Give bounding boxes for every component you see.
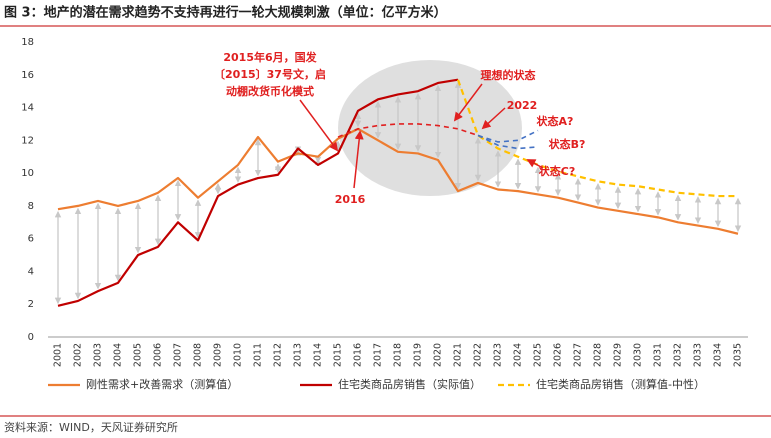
x-tick-label: 2033 [693, 343, 704, 367]
chart-title: 图 3：地产的潜在需求趋势不支持再进行一轮大规模刺激（单位：亿平方米） [4, 5, 447, 21]
series-line [57, 127, 739, 235]
annotation: 2015年6月，国发 [223, 50, 317, 64]
x-tick-label: 2032 [673, 343, 684, 367]
x-tick-label: 2019 [413, 343, 424, 367]
y-tick-label: 8 [28, 201, 34, 212]
x-tick-label: 2035 [733, 343, 744, 367]
annotation: 〔2015〕37号文，启 [214, 67, 326, 81]
x-tick-label: 2012 [273, 343, 284, 367]
annotation-arrow [453, 83, 483, 122]
x-tick-label: 2015 [333, 343, 344, 367]
x-tick-label: 2025 [533, 343, 544, 367]
x-tick-label: 2004 [113, 343, 124, 367]
x-tick-label: 2011 [253, 343, 264, 367]
annotation-arrow [481, 107, 506, 130]
x-tick-label: 2008 [193, 343, 204, 367]
x-tick-label: 2002 [73, 343, 84, 367]
x-tick-label: 2034 [713, 343, 724, 367]
y-tick-label: 0 [28, 332, 34, 343]
x-tick-label: 2005 [133, 343, 144, 367]
annotation: 理想的状态 [481, 68, 536, 82]
annotation-line [477, 129, 539, 143]
legend-label: 刚性需求+改善需求（测算值） [86, 377, 238, 391]
x-tick-label: 2017 [373, 343, 384, 367]
annotation-arrow [299, 99, 339, 152]
x-tick-label: 2026 [553, 343, 564, 367]
y-tick-label: 12 [21, 135, 34, 146]
annotation-line [477, 134, 539, 150]
x-tick-label: 2010 [233, 343, 244, 367]
y-tick-label: 18 [21, 37, 34, 48]
source: 资料来源：WIND，天风证券研究所 [4, 420, 178, 434]
y-tick-label: 16 [21, 70, 34, 81]
annotation: 状态A? [537, 114, 574, 128]
y-tick-label: 4 [28, 266, 34, 277]
x-tick-label: 2001 [53, 343, 64, 367]
x-tick-label: 2027 [573, 343, 584, 367]
series-line [57, 78, 459, 307]
annotation: 2022 [507, 99, 538, 112]
annotation-arrow [353, 130, 364, 189]
x-tick-label: 2003 [93, 343, 104, 367]
plot: 0 2 4 6 8 10 12 14 16 18 2001 2002 2003 2004 2005 2006 2… [21, 37, 748, 367]
x-tick-label: 2014 [313, 343, 324, 367]
y-tick-label: 14 [21, 103, 34, 114]
legend-label: 住宅类商品房销售（测算值-中性） [536, 377, 705, 391]
x-tick-label: 2028 [593, 343, 604, 367]
annotation: 2016 [335, 193, 366, 206]
x-tick-label: 2022 [473, 343, 484, 367]
y-tick-label: 10 [21, 168, 34, 179]
x-tick-label: 2013 [293, 343, 304, 367]
annotation-arrow [526, 159, 544, 169]
x-tick-label: 2029 [613, 343, 624, 367]
x-tick-label: 2021 [453, 343, 464, 367]
annotation: 状态B? [549, 137, 586, 151]
x-tick-label: 2024 [513, 343, 524, 367]
series-line [456, 79, 738, 198]
annotation: 状态C? [539, 164, 575, 178]
legend: 刚性需求+改善需求（测算值） 住宅类商品房销售（实际值） 住宅类商品房销售（测算值-… [48, 377, 705, 391]
x-tick-label: 2016 [353, 343, 364, 367]
y-tick-label: 6 [28, 234, 34, 245]
y-tick-label: 2 [28, 299, 34, 310]
x-tick-label: 2018 [393, 343, 404, 367]
x-tick-label: 2030 [633, 343, 644, 367]
x-tick-label: 2007 [173, 343, 184, 367]
x-tick-label: 2006 [153, 343, 164, 367]
annotation-line [337, 123, 479, 138]
annotation: 动棚改货币化模式 [226, 84, 314, 98]
x-tick-label: 2031 [653, 343, 664, 367]
x-tick-label: 2023 [493, 343, 504, 367]
x-tick-label: 2020 [433, 343, 444, 367]
x-tick-label: 2009 [213, 343, 224, 367]
legend-label: 住宅类商品房销售（实际值） [338, 377, 481, 391]
